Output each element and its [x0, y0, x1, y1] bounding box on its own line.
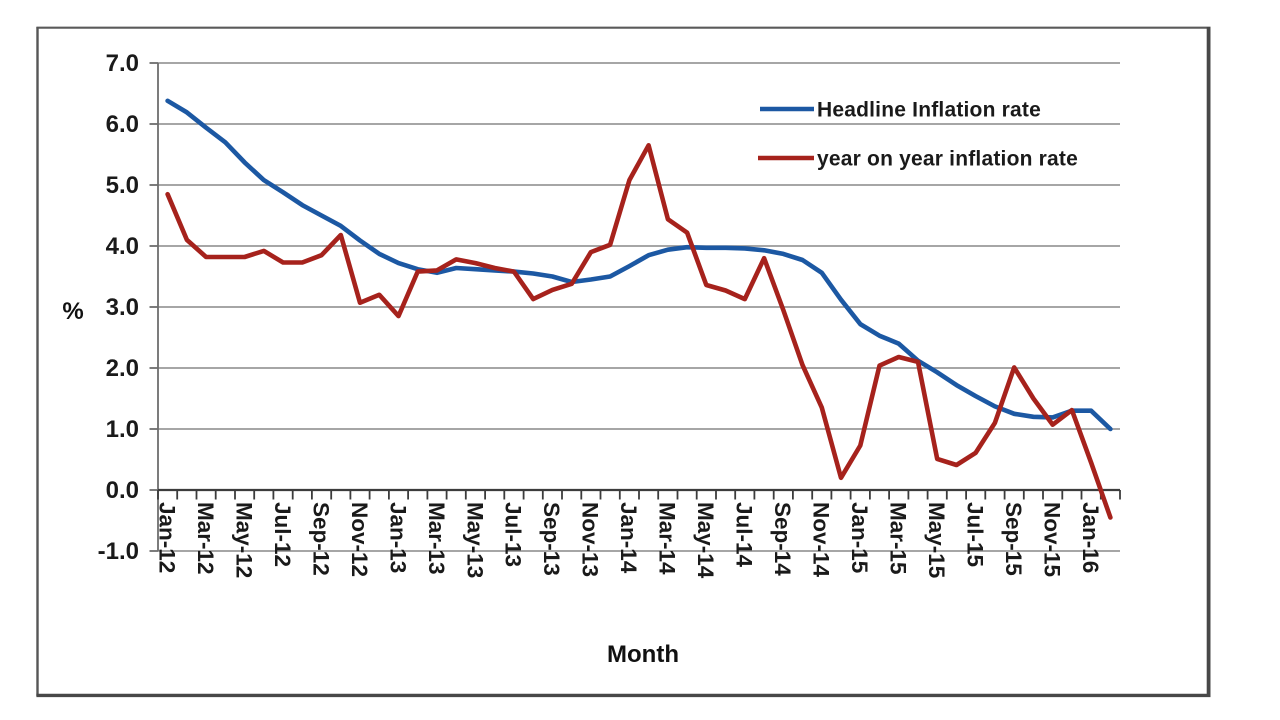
svg-text:3.0: 3.0 — [106, 294, 139, 321]
svg-text:4.0: 4.0 — [106, 233, 139, 260]
svg-text:May-13: May-13 — [462, 502, 487, 578]
svg-text:May-14: May-14 — [693, 502, 718, 579]
svg-text:Jul-15: Jul-15 — [963, 502, 988, 567]
svg-text:Jul-14: Jul-14 — [732, 502, 757, 568]
svg-text:Jul-13: Jul-13 — [501, 502, 526, 567]
svg-text:5.0: 5.0 — [106, 172, 139, 199]
svg-text:Mar-13: Mar-13 — [424, 502, 449, 575]
svg-text:Jan-13: Jan-13 — [385, 502, 410, 573]
svg-text:Nov-14: Nov-14 — [809, 502, 834, 578]
svg-text:Nov-15: Nov-15 — [1040, 502, 1065, 577]
svg-text:Jan-12: Jan-12 — [154, 502, 179, 573]
svg-text:%: % — [62, 298, 83, 325]
svg-text:Jan-16: Jan-16 — [1078, 502, 1103, 573]
svg-text:Sep-15: Sep-15 — [1001, 502, 1026, 576]
svg-text:Nov-12: Nov-12 — [347, 502, 372, 577]
svg-text:Headline Inflation rate: Headline Inflation rate — [817, 99, 1041, 122]
svg-text:Sep-14: Sep-14 — [770, 502, 795, 576]
svg-text:6.0: 6.0 — [106, 111, 139, 138]
svg-text:2.0: 2.0 — [106, 355, 139, 382]
svg-text:Mar-14: Mar-14 — [655, 502, 680, 575]
svg-text:Nov-13: Nov-13 — [578, 502, 603, 577]
svg-text:year on year inflation rate: year on year inflation rate — [817, 148, 1078, 171]
svg-text:1.0: 1.0 — [106, 416, 139, 443]
svg-text:Mar-12: Mar-12 — [193, 502, 218, 575]
svg-text:May-12: May-12 — [231, 502, 256, 578]
svg-text:Jul-12: Jul-12 — [270, 502, 295, 567]
svg-text:Jan-15: Jan-15 — [847, 502, 872, 573]
svg-text:Mar-15: Mar-15 — [886, 502, 911, 575]
svg-text:7.0: 7.0 — [106, 50, 139, 77]
svg-text:Sep-12: Sep-12 — [308, 502, 333, 576]
svg-text:0.0: 0.0 — [106, 477, 139, 504]
svg-text:May-15: May-15 — [924, 502, 949, 578]
svg-text:Jan-14: Jan-14 — [616, 502, 641, 574]
svg-text:-1.0: -1.0 — [98, 538, 139, 565]
svg-text:Sep-13: Sep-13 — [539, 502, 564, 576]
svg-text:Month: Month — [607, 641, 679, 668]
